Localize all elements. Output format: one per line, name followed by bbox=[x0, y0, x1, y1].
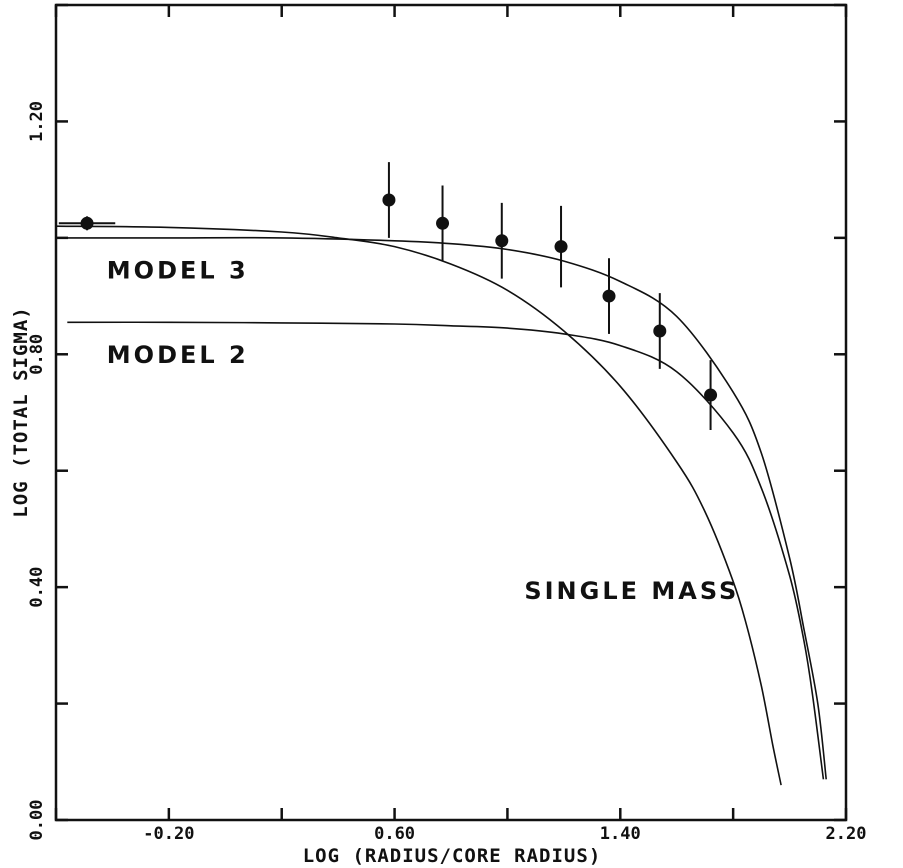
data-point-6 bbox=[653, 324, 667, 338]
y-tick-label-3: 1.20 bbox=[27, 101, 47, 142]
x-tick-label-0: -0.20 bbox=[143, 824, 194, 844]
data-point-3 bbox=[495, 234, 509, 248]
annotations: MODEL 3 MODEL 2 SINGLE MASS bbox=[107, 257, 739, 605]
model-curves bbox=[55, 225, 827, 786]
curve-model-3 bbox=[55, 236, 827, 780]
y-tick-label-0: 0.00 bbox=[27, 800, 47, 841]
tick-labels: -0.20 0.60 1.40 2.20 0.00 0.40 0.80 1.20 bbox=[27, 101, 866, 844]
plot-frame bbox=[54, 3, 848, 822]
data-point-7 bbox=[704, 388, 718, 402]
annotation-single-mass: SINGLE MASS bbox=[524, 577, 739, 605]
x-tick-label-1: 0.60 bbox=[374, 824, 415, 844]
x-tick-label-2: 1.40 bbox=[600, 824, 641, 844]
x-tick-label-3: 2.20 bbox=[826, 824, 867, 844]
annotation-model-3: MODEL 3 bbox=[107, 257, 249, 285]
y-axis-title: LOG (TOTAL SIGMA) bbox=[10, 306, 32, 517]
axis-ticks bbox=[54, 3, 848, 822]
data-point-0 bbox=[80, 216, 94, 230]
data-point-1 bbox=[382, 193, 396, 207]
annotation-model-2: MODEL 2 bbox=[107, 341, 249, 369]
y-tick-label-2: 0.80 bbox=[27, 334, 47, 375]
curve-single-mass bbox=[55, 225, 782, 786]
data-points bbox=[58, 162, 718, 430]
data-point-4 bbox=[554, 240, 568, 254]
data-point-5 bbox=[602, 289, 616, 303]
x-axis-title: LOG (RADIUS/CORE RADIUS) bbox=[303, 845, 602, 867]
data-point-2 bbox=[436, 216, 450, 230]
y-tick-label-1: 0.40 bbox=[27, 567, 47, 608]
curve-model-2 bbox=[67, 321, 825, 780]
